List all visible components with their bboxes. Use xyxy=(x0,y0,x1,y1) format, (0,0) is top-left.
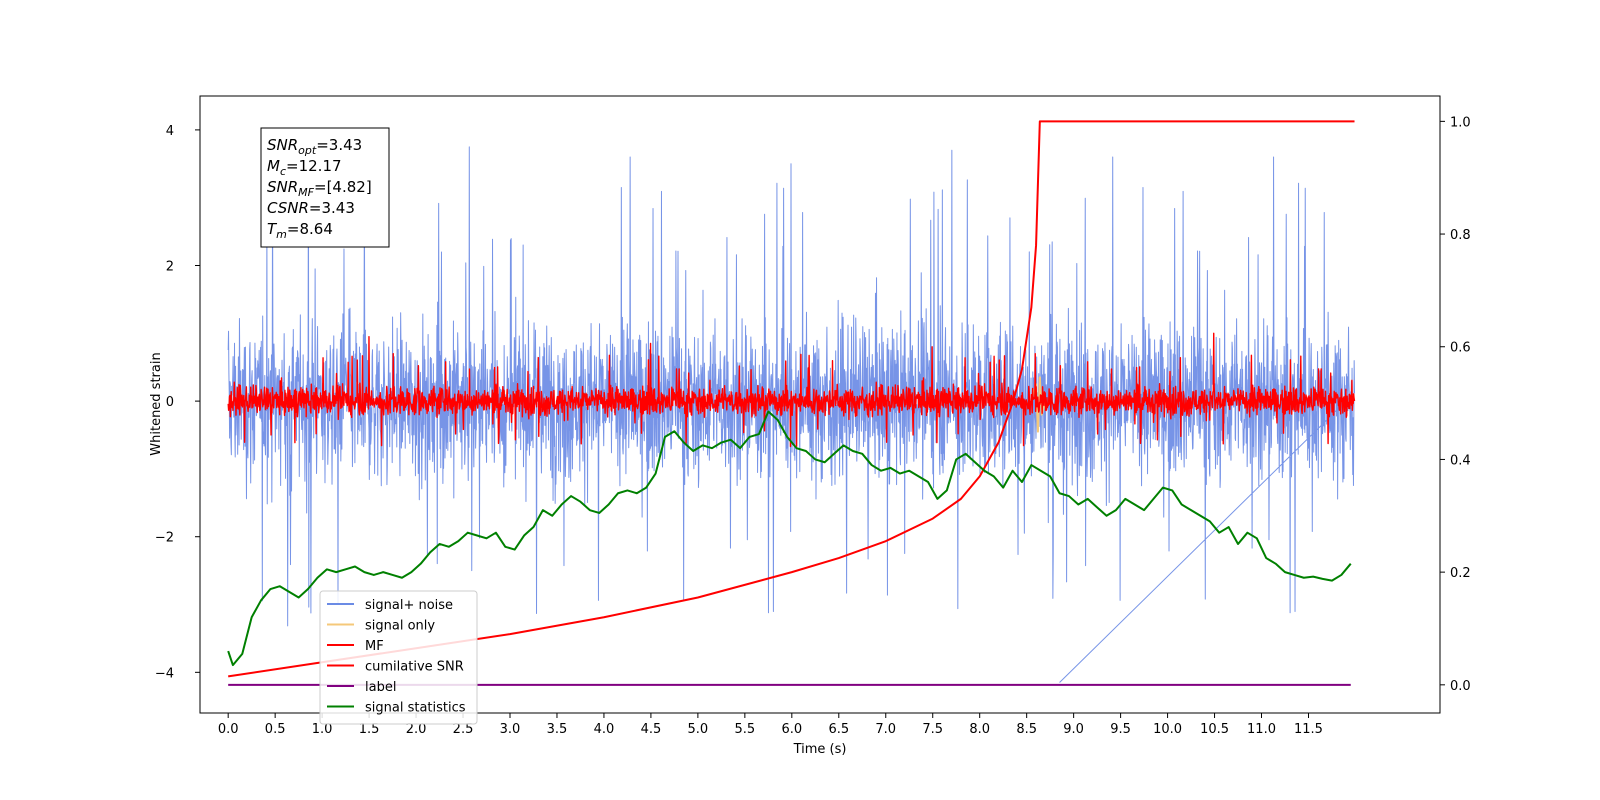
x-tick-label: 10.5 xyxy=(1200,722,1229,737)
x-tick-label: 0.0 xyxy=(218,722,239,737)
info-value: =8.64 xyxy=(287,220,333,238)
info-subscript: c xyxy=(280,165,286,178)
x-tick-label: 1.0 xyxy=(312,722,333,737)
legend-label: signal statistics xyxy=(365,701,466,716)
legend-label: MF xyxy=(365,639,384,654)
x-tick-label: 11.0 xyxy=(1247,722,1276,737)
info-value: =3.43 xyxy=(316,136,362,154)
x-tick-label: 2.0 xyxy=(406,722,427,737)
y-axis-label: Whitened strain xyxy=(149,352,164,455)
x-tick-label: 9.0 xyxy=(1063,722,1084,737)
x-tick-label: 4.0 xyxy=(594,722,615,737)
x-tick-label: 2.5 xyxy=(453,722,474,737)
y-right-tick-label: 0.4 xyxy=(1450,453,1471,468)
legend-frame xyxy=(319,590,478,725)
info-symbol: SNR xyxy=(267,178,298,196)
x-tick-label: 7.0 xyxy=(875,722,896,737)
mf-series xyxy=(227,332,1356,448)
info-symbol: SNR xyxy=(267,136,298,154)
legend-label: signal+ noise xyxy=(365,598,453,613)
x-tick-label: 6.5 xyxy=(828,722,849,737)
info-box: SNRopt=3.43Mc=12.17SNRMF=[4.82]CSNR=3.43… xyxy=(260,127,390,248)
info-symbol: CSNR xyxy=(267,199,309,217)
x-tick-label: 4.5 xyxy=(641,722,662,737)
x-axis: 0.0 0.5 1.0 1.5 2.0 2.5 3.0 3.5 4.0 4.5 5.0 5.5 6.0 6… xyxy=(218,713,1323,737)
info-line: CSNR=3.43 xyxy=(267,199,355,217)
signal-statistics-series xyxy=(227,410,1352,667)
x-tick-label: 5.5 xyxy=(735,722,756,737)
x-tick-label: 5.0 xyxy=(688,722,709,737)
y-left-tick-label: 2 xyxy=(166,260,174,275)
x-tick-label: 1.5 xyxy=(359,722,380,737)
y-left-tick-label: −4 xyxy=(155,666,174,681)
x-tick-label: 3.0 xyxy=(500,722,521,737)
info-symbol: T xyxy=(267,220,278,238)
info-line: Tm=8.64 xyxy=(267,220,333,241)
info-value: =[4.82] xyxy=(314,178,372,196)
cumilative-snr-series xyxy=(228,120,1355,678)
info-subscript: m xyxy=(276,228,287,241)
info-line: SNRMF=[4.82] xyxy=(267,178,372,199)
x-tick-label: 6.0 xyxy=(781,722,802,737)
info-symbol: M xyxy=(267,157,280,175)
info-line: Mc=12.17 xyxy=(267,157,342,178)
legend: signal+ noise signal only MF cumilative SNR… xyxy=(319,590,478,725)
info-value: =12.17 xyxy=(286,157,342,175)
info-subscript: MF xyxy=(298,186,314,199)
y-left-tick-label: 0 xyxy=(166,395,174,410)
y-right-tick-label: 0.2 xyxy=(1450,566,1471,581)
legend-label: signal only xyxy=(365,619,435,634)
y-right-tick-label: 1.0 xyxy=(1450,115,1471,130)
x-tick-label: 7.5 xyxy=(922,722,943,737)
y-right-axis: 1.0 0.8 0.6 0.4 0.2 0.0 xyxy=(1440,115,1471,694)
x-tick-label: 0.5 xyxy=(265,722,286,737)
y-right-tick-label: 0.6 xyxy=(1450,341,1471,356)
y-right-tick-label: 0.8 xyxy=(1450,228,1471,243)
x-tick-label: 8.0 xyxy=(969,722,990,737)
plot-frame xyxy=(199,95,1441,714)
x-tick-label: 8.5 xyxy=(1016,722,1037,737)
y-left-axis: 4 2 0 −2 −4 xyxy=(155,124,200,681)
info-value: =3.43 xyxy=(309,199,355,217)
legend-label: cumilative SNR xyxy=(365,660,464,675)
y-left-tick-label: 4 xyxy=(166,124,174,139)
x-tick-label: 11.5 xyxy=(1294,722,1323,737)
x-tick-label: 9.5 xyxy=(1110,722,1131,737)
y-left-tick-label: −2 xyxy=(155,531,174,546)
legend-label: label xyxy=(365,680,396,695)
x-axis-label: Time (s) xyxy=(793,742,847,757)
info-box-frame xyxy=(260,127,390,248)
series-layer xyxy=(227,120,1356,686)
info-subscript: opt xyxy=(298,144,317,157)
y-right-tick-label: 0.0 xyxy=(1450,679,1471,694)
x-tick-label: 10.0 xyxy=(1153,722,1182,737)
x-tick-label: 3.5 xyxy=(547,722,568,737)
info-line: SNRopt=3.43 xyxy=(267,136,362,157)
